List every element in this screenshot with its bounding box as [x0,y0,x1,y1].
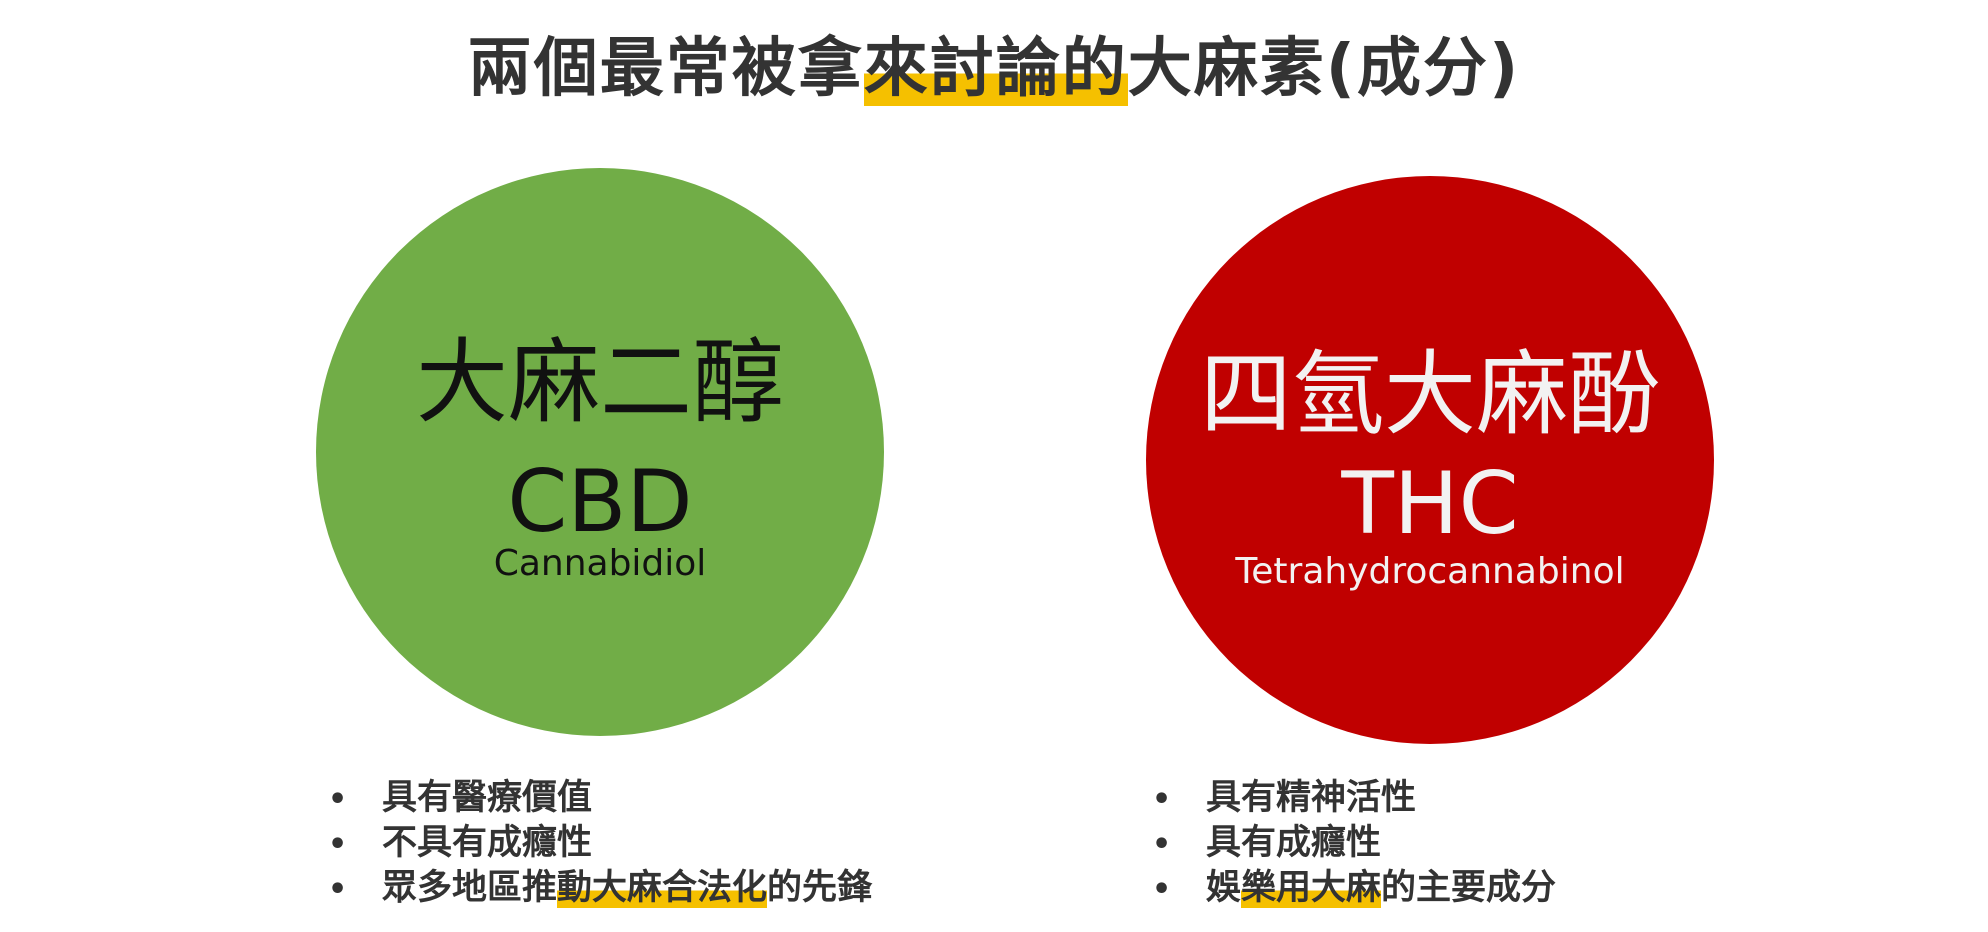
thc-circle: 四氫大麻酚 THC Tetrahydrocannabinol [1146,176,1714,744]
list-item-text: 眾多地區推 [382,868,557,908]
cbd-circle: 大麻二醇 CBD Cannabidiol [316,168,884,736]
bullet-icon: • [328,822,382,867]
list-item: • 具有精神活性 [1152,776,1556,821]
title-highlight: 來討論的 [864,32,1128,106]
thc-full-name: Tetrahydrocannabinol [1146,550,1714,594]
thc-chinese-name: 四氫大麻酚 [1146,340,1714,450]
list-item-text-end: 的先鋒 [767,868,872,908]
cbd-abbreviation: CBD [316,452,884,552]
bullet-icon: • [1152,867,1206,912]
title-text-start: 兩個最常被拿 [468,32,864,106]
bullet-icon: • [1152,822,1206,867]
cbd-chinese-name: 大麻二醇 [316,328,884,438]
list-item-highlight: 動大麻合法化 [557,868,767,908]
thc-abbreviation: THC [1146,454,1714,554]
list-item: • 不具有成癮性 [328,821,872,866]
thc-properties-list: • 具有精神活性 • 具有成癮性 • 娛樂用大麻的主要成分 [1152,776,1556,911]
list-item: • 眾多地區推動大麻合法化的先鋒 [328,866,872,911]
list-item-text: 不具有成癮性 [382,823,592,863]
list-item-text: 娛 [1206,868,1241,908]
list-item-text: 具有成癮性 [1206,823,1381,863]
list-item-text: 具有醫療價值 [382,778,592,818]
bullet-icon: • [328,867,382,912]
page-title: 兩個最常被拿來討論的大麻素(成分) [0,26,1988,112]
list-item-text: 具有精神活性 [1206,778,1416,818]
bullet-icon: • [1152,777,1206,822]
list-item: • 具有醫療價值 [328,776,872,821]
list-item: • 具有成癮性 [1152,821,1556,866]
list-item-text-end: 的主要成分 [1381,868,1556,908]
cbd-properties-list: • 具有醫療價值 • 不具有成癮性 • 眾多地區推動大麻合法化的先鋒 [328,776,872,911]
list-item-highlight: 樂用大麻 [1241,868,1381,908]
cbd-full-name: Cannabidiol [316,542,884,586]
list-item: • 娛樂用大麻的主要成分 [1152,866,1556,911]
bullet-icon: • [328,777,382,822]
title-text-end: 大麻素(成分) [1128,32,1521,106]
